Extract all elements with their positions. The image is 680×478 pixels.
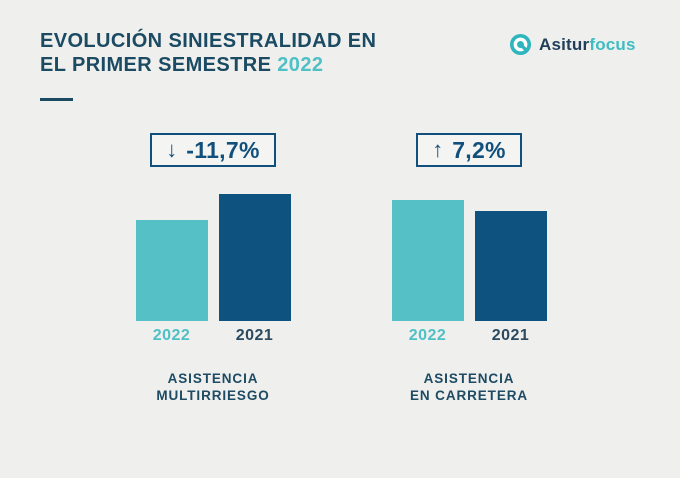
brand-name-suffix: focus	[589, 34, 636, 54]
title-underline-dash	[40, 98, 73, 101]
category-line1: ASISTENCIA	[167, 371, 259, 386]
arrow-down-icon: ↓	[166, 137, 178, 162]
year-label-2022: 2022	[152, 327, 191, 344]
year-label-2021: 2021	[491, 327, 530, 344]
bars-carretera	[374, 194, 564, 321]
chart-asistencia-carretera: ↑ 7,2% 2022 2021 ASISTENCIA EN CARRETERA	[374, 133, 564, 404]
brand-logo: Asiturfocus	[509, 33, 636, 56]
page-title-line1: EVOLUCIÓN SINIESTRALIDAD EN	[40, 30, 377, 52]
year-labels-multirriesgo: 2022 2021	[118, 327, 308, 345]
year-label-2022: 2022	[408, 327, 447, 344]
asiturfocus-q-logo-icon	[509, 33, 532, 56]
change-badge-carretera: ↑ 7,2%	[416, 133, 522, 167]
page-title-year-highlight: 2022	[277, 54, 324, 76]
bar-2021-multirriesgo	[218, 194, 291, 321]
bar-2021-carretera	[474, 211, 547, 321]
page-title-line2: EL PRIMER SEMESTRE	[40, 54, 278, 76]
chart-asistencia-multirriesgo: ↓ -11,7% 2022 2021 ASISTENCIA MULTIRRIES…	[118, 133, 308, 404]
category-line2: EN CARRETERA	[409, 388, 529, 403]
change-badge-multirriesgo: ↓ -11,7%	[150, 133, 276, 167]
change-value: -11,7%	[186, 136, 260, 163]
year-label-2021: 2021	[235, 327, 274, 344]
change-value: 7,2%	[452, 136, 506, 163]
category-label-carretera: ASISTENCIA EN CARRETERA	[374, 370, 564, 404]
bar-2022-multirriesgo	[135, 220, 208, 321]
category-line1: ASISTENCIA	[423, 371, 515, 386]
category-label-multirriesgo: ASISTENCIA MULTIRRIESGO	[118, 370, 308, 404]
bar-2022-carretera	[391, 200, 464, 321]
arrow-up-icon: ↑	[432, 137, 444, 162]
year-labels-carretera: 2022 2021	[374, 327, 564, 345]
brand-name-prefix: Asitur	[539, 34, 590, 54]
page-title: EVOLUCIÓN SINIESTRALIDAD EN EL PRIMER SE…	[40, 29, 376, 77]
brand-name: Asiturfocus	[539, 35, 636, 55]
category-line2: MULTIRRIESGO	[156, 388, 270, 403]
bars-multirriesgo	[118, 194, 308, 321]
